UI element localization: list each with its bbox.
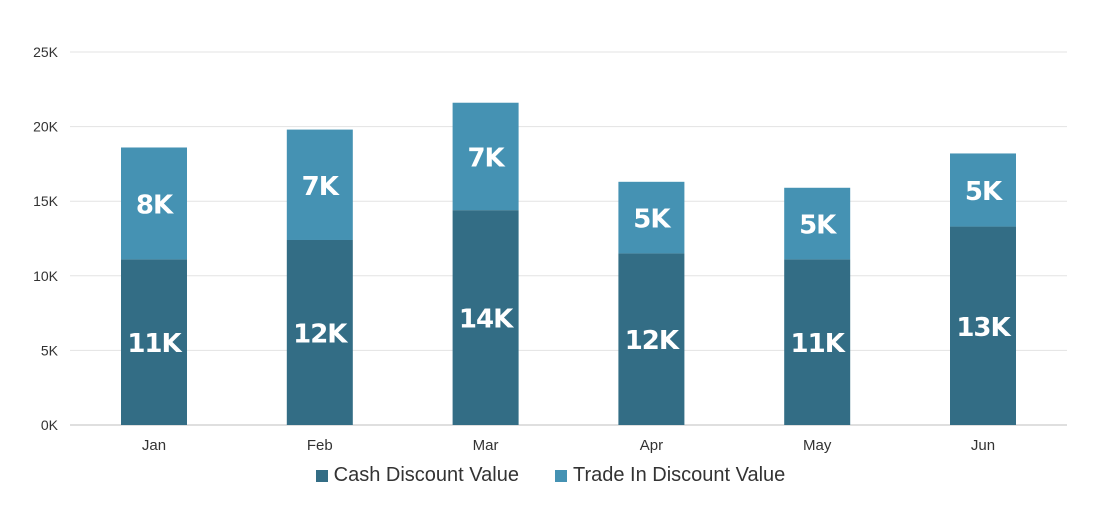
data-label: 7K xyxy=(302,172,340,202)
data-label: 5K xyxy=(799,211,837,241)
data-label: 5K xyxy=(633,205,671,235)
legend-swatch-cash xyxy=(316,470,328,482)
legend-item-cash[interactable]: Cash Discount Value xyxy=(316,464,519,487)
data-label: 7K xyxy=(467,143,505,173)
y-tick-label: 5K xyxy=(41,342,59,358)
data-label: 13K xyxy=(956,313,1011,343)
data-label: 11K xyxy=(791,329,846,359)
x-tick-label: Mar xyxy=(473,437,499,454)
legend-swatch-trade-in xyxy=(555,470,567,482)
x-tick-label: Feb xyxy=(307,437,333,454)
y-axis: 0K 5K 10K 15K 20K 25K xyxy=(33,44,59,433)
x-tick-label: Jan xyxy=(142,437,166,454)
data-label: 11K xyxy=(127,329,182,359)
x-tick-label: Jun xyxy=(971,437,995,454)
legend-label-cash: Cash Discount Value xyxy=(334,464,519,487)
y-tick-label: 0K xyxy=(41,417,59,433)
data-label: 14K xyxy=(459,305,514,335)
y-tick-label: 25K xyxy=(33,44,59,60)
y-tick-label: 10K xyxy=(33,268,59,284)
data-label: 8K xyxy=(136,190,174,220)
legend-label-trade-in: Trade In Discount Value xyxy=(573,464,785,487)
x-axis: Jan Feb Mar Apr May Jun xyxy=(142,437,995,454)
bars: 11K 8K 12K 7K 14K 7K 12K 5K 11K 5K 13K 5K xyxy=(121,103,1016,425)
y-tick-label: 20K xyxy=(33,119,59,135)
data-label: 5K xyxy=(965,177,1003,207)
gridlines xyxy=(70,52,1067,425)
data-label: 12K xyxy=(625,326,680,356)
data-label: 12K xyxy=(293,319,348,349)
x-tick-label: Apr xyxy=(640,437,663,454)
legend: Cash Discount Value Trade In Discount Va… xyxy=(0,464,1101,487)
y-tick-label: 15K xyxy=(33,193,59,209)
x-tick-label: May xyxy=(803,437,832,454)
legend-item-trade-in[interactable]: Trade In Discount Value xyxy=(555,464,785,487)
